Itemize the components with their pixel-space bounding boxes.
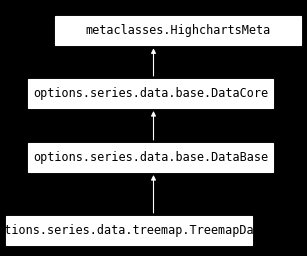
Text: options.series.data.base.DataCore: options.series.data.base.DataCore [33, 87, 268, 100]
FancyBboxPatch shape [28, 143, 273, 172]
FancyBboxPatch shape [28, 79, 273, 108]
Text: options.series.data.base.DataBase: options.series.data.base.DataBase [33, 151, 268, 164]
FancyBboxPatch shape [6, 216, 252, 245]
Text: metaclasses.HighchartsMeta: metaclasses.HighchartsMeta [85, 24, 271, 37]
FancyBboxPatch shape [55, 16, 301, 46]
Text: options.series.data.treemap.TreemapData: options.series.data.treemap.TreemapData [0, 224, 268, 237]
